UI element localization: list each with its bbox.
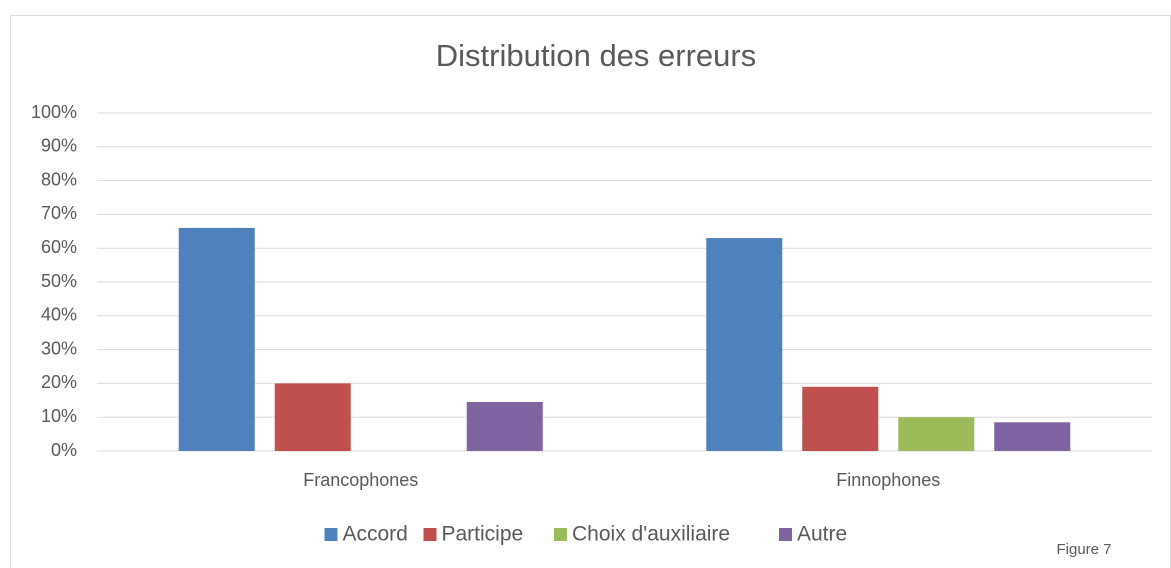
legend-swatch — [324, 528, 338, 541]
bar — [706, 238, 783, 451]
bar — [466, 401, 543, 451]
bar — [274, 383, 351, 451]
y-tick-label: 20% — [41, 372, 77, 392]
legend-label: Participe — [442, 523, 524, 546]
y-tick-label: 0% — [51, 440, 77, 460]
y-tick-label: 40% — [41, 305, 77, 325]
bar — [898, 417, 975, 451]
y-tick-label: 70% — [41, 203, 77, 223]
legend-swatch — [554, 528, 567, 541]
annotation: Figure 7 — [1056, 541, 1111, 558]
bar — [178, 227, 255, 451]
y-tick-label: 10% — [41, 406, 77, 426]
x-tick-label: Finnophones — [836, 470, 940, 490]
y-tick-label: 30% — [41, 338, 77, 358]
x-tick-label: Francophones — [303, 470, 418, 490]
y-tick-label: 80% — [41, 169, 77, 189]
y-tick-label: 100% — [31, 102, 77, 122]
legend-label: Autre — [797, 523, 847, 546]
y-tick-label: 50% — [41, 271, 77, 291]
bar — [994, 422, 1071, 451]
legend-label: Accord — [343, 523, 408, 546]
legend-swatch — [779, 528, 792, 541]
y-tick-label: 90% — [41, 136, 77, 156]
bar — [802, 386, 879, 451]
legend-swatch — [423, 528, 437, 541]
chart-title: Distribution des erreurs — [436, 38, 756, 73]
legend-label: Choix d'auxiliaire — [572, 523, 730, 546]
y-tick-label: 60% — [41, 237, 77, 257]
